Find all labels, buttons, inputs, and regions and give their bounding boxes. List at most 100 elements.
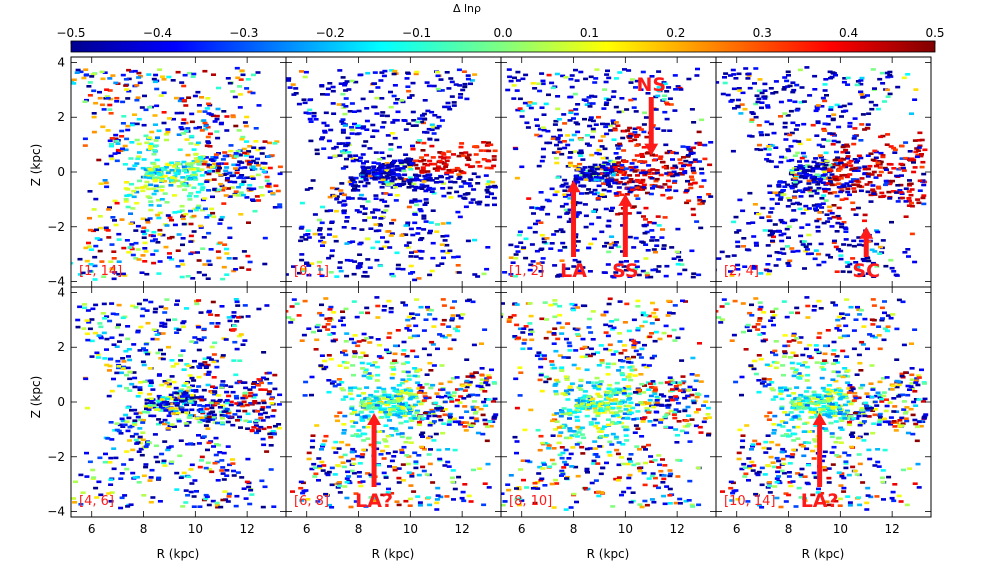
data-point [250, 91, 256, 95]
data-point [209, 406, 215, 410]
data-point [865, 175, 871, 178]
data-point [541, 237, 547, 241]
data-point [384, 180, 390, 184]
data-point [116, 365, 122, 368]
data-point [551, 151, 557, 154]
data-point [173, 171, 179, 175]
data-point [442, 239, 448, 242]
data-point [884, 88, 890, 92]
data-point [777, 180, 783, 183]
data-point [223, 409, 229, 413]
data-point [696, 141, 702, 145]
data-point [361, 144, 367, 148]
data-point [357, 242, 363, 246]
data-point [827, 70, 833, 74]
data-point [580, 184, 586, 187]
data-point [352, 260, 358, 263]
data-point [173, 386, 179, 390]
data-points [286, 68, 498, 282]
data-point [299, 225, 305, 229]
data-point [563, 202, 569, 206]
data-point [435, 264, 441, 267]
data-point [227, 195, 233, 198]
data-point [252, 381, 257, 384]
data-point [593, 208, 599, 212]
data-point [349, 397, 355, 401]
data-point [662, 94, 668, 98]
data-point [269, 396, 275, 399]
data-point [365, 472, 371, 475]
data-point [422, 391, 428, 395]
data-point [735, 105, 741, 109]
data-point [95, 353, 101, 356]
data-point [469, 79, 475, 82]
data-point [785, 261, 791, 265]
data-point [179, 259, 185, 263]
data-point [539, 261, 545, 264]
data-point [236, 194, 242, 197]
data-point [366, 170, 372, 173]
data-point [455, 388, 460, 391]
data-point [844, 261, 850, 264]
data-point [418, 209, 424, 213]
data-point [183, 391, 189, 395]
data-point [458, 387, 464, 391]
data-point [173, 398, 179, 401]
data-point [119, 135, 125, 138]
data-point [773, 165, 779, 169]
data-point [212, 188, 218, 192]
data-point [436, 124, 442, 128]
annotation-arrow: NS [636, 74, 666, 156]
data-point [795, 151, 801, 155]
data-point [421, 180, 427, 183]
data-point [912, 98, 918, 101]
data-point [464, 163, 470, 167]
data-point [887, 73, 893, 77]
data-point [212, 120, 218, 123]
data-point [291, 298, 297, 301]
data-point [596, 152, 602, 156]
data-point [233, 373, 239, 377]
data-point [97, 322, 103, 325]
data-point [421, 228, 427, 231]
data-point [221, 173, 227, 176]
data-point [254, 195, 260, 198]
data-point [600, 164, 606, 168]
data-point [344, 80, 350, 83]
data-point [845, 76, 851, 80]
data-point [814, 219, 820, 223]
data-point [348, 183, 354, 186]
data-point [177, 454, 183, 458]
data-point [300, 269, 306, 272]
data-point [685, 179, 690, 183]
data-point [153, 184, 159, 188]
data-point [113, 223, 119, 227]
data-point [158, 409, 164, 412]
data-point [188, 222, 194, 226]
data-point [339, 182, 345, 185]
data-point [768, 87, 774, 90]
data-point [195, 251, 200, 254]
data-point [222, 414, 228, 417]
data-point [600, 156, 606, 160]
data-point [260, 505, 266, 509]
data-point [194, 160, 200, 163]
data-point [224, 273, 230, 276]
data-point [91, 229, 96, 233]
data-point [458, 395, 464, 398]
data-point [165, 171, 171, 175]
data-point [260, 376, 266, 380]
data-point [488, 185, 494, 189]
data-point [142, 260, 148, 263]
data-point [202, 263, 208, 266]
data-point [602, 195, 607, 198]
data-point [767, 229, 773, 233]
data-point [200, 247, 206, 250]
data-point [106, 492, 112, 495]
data-point [210, 114, 216, 118]
data-point [590, 102, 596, 105]
data-point [272, 424, 278, 428]
data-point [178, 126, 184, 129]
data-point [765, 104, 771, 107]
data-point [238, 175, 244, 179]
